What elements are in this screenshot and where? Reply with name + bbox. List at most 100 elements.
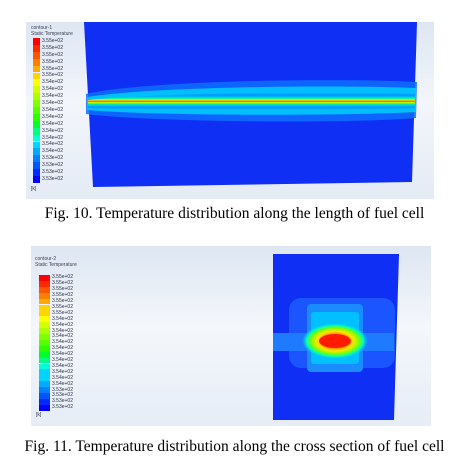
legend-value-label: 3.55e+02: [52, 292, 73, 299]
legend-value-label: 3.54e+02: [52, 368, 73, 375]
legend-entry: 3.54e+02: [33, 141, 63, 149]
legend-value-label: 3.55e+02: [42, 58, 63, 65]
legend-value-label: 3.54e+02: [52, 345, 73, 352]
legend-swatch: [33, 134, 40, 142]
legend-entry: 3.54e+02: [39, 328, 73, 334]
legend-entry: 3.54e+02: [39, 346, 73, 352]
legend-value-label: 3.54e+02: [52, 327, 73, 334]
legend-swatch: [33, 58, 40, 66]
legend-value-label: 3.54e+02: [42, 120, 63, 127]
legend-entry: 3.54e+02: [33, 79, 63, 87]
legend-swatch: [39, 393, 50, 399]
legend-entry: 3.55e+02: [33, 44, 63, 52]
legend-entry: 3.53e+02: [39, 387, 73, 393]
legend-swatch: [39, 404, 50, 411]
legend-swatch: [33, 120, 40, 128]
legend-swatch: [33, 127, 40, 135]
legend-value-label: 3.54e+02: [42, 79, 63, 86]
legend-swatch: [39, 328, 50, 334]
figure-10-contour-panel: contour-1 Static Temperature 3.55e+02 3.5…: [26, 22, 434, 199]
legend-entry: 3.55e+02: [33, 72, 63, 80]
legend-swatch: [33, 100, 40, 107]
figure-11-legend-title-contour: contour-2: [35, 256, 57, 262]
legend-value-label: 3.55e+02: [52, 309, 73, 316]
figure-10-hot-band: [88, 92, 415, 110]
legend-swatch: [39, 292, 50, 299]
legend-value-label: 3.53e+02: [42, 162, 63, 169]
legend-swatch: [33, 51, 40, 59]
legend-entry: 3.55e+02: [33, 65, 63, 73]
legend-value-label: 3.55e+02: [42, 51, 63, 58]
legend-value-label: 3.53e+02: [42, 169, 63, 176]
legend-entry: 3.54e+02: [39, 340, 73, 346]
legend-swatch: [39, 351, 50, 358]
legend-swatch: [39, 322, 50, 329]
legend-swatch: [33, 113, 40, 121]
figure-10-fuel-cell-contour: [84, 22, 417, 187]
legend-entry: 3.55e+02: [33, 38, 63, 45]
legend-swatch: [33, 176, 40, 183]
legend-value-label: 3.54e+02: [52, 374, 73, 381]
legend-value-label: 3.54e+02: [52, 351, 73, 358]
figure-10-unit-tag: [k]: [31, 186, 37, 192]
legend-entry: 3.54e+02: [33, 120, 63, 128]
legend-swatch: [39, 304, 50, 311]
figure-11-caption: Fig. 11. Temperature distribution along …: [24, 438, 445, 455]
legend-swatch: [33, 169, 40, 176]
legend-value-label: 3.54e+02: [52, 315, 73, 322]
legend-swatch: [33, 107, 40, 114]
legend-value-label: 3.53e+02: [52, 392, 73, 399]
legend-swatch: [33, 79, 40, 87]
legend-value-label: 3.54e+02: [52, 339, 73, 346]
legend-value-label: 3.54e+02: [52, 362, 73, 369]
legend-entry: 3.55e+02: [33, 51, 63, 59]
legend-entry: 3.54e+02: [39, 321, 73, 329]
legend-entry: 3.54e+02: [39, 358, 73, 364]
legend-swatch: [39, 334, 50, 340]
legend-swatch: [39, 275, 50, 281]
legend-value-label: 3.54e+02: [42, 148, 63, 155]
legend-entry: 3.54e+02: [39, 381, 73, 388]
legend-value-label: 3.54e+02: [42, 113, 63, 120]
legend-swatch: [33, 155, 40, 163]
legend-swatch: [39, 310, 50, 317]
figure-11-unit-tag: [k]: [36, 412, 42, 418]
legend-entry: 3.54e+02: [33, 127, 63, 135]
legend-entry: 3.54e+02: [33, 134, 63, 142]
legend-value-label: 3.54e+02: [52, 333, 73, 340]
legend-swatch: [39, 398, 50, 405]
legend-entry: 3.54e+02: [39, 315, 73, 323]
legend-value-label: 3.53e+02: [42, 175, 63, 182]
legend-entry: 3.55e+02: [39, 287, 73, 293]
legend-swatch: [33, 44, 40, 52]
figure-10-legend-title-variable: Static Temperature: [31, 30, 73, 37]
legend-swatch: [33, 72, 40, 80]
legend-swatch: [39, 339, 50, 346]
legend-entry: 3.55e+02: [39, 304, 73, 311]
legend-value-label: 3.55e+02: [52, 286, 73, 293]
legend-swatch: [39, 298, 50, 305]
legend-entry: 3.54e+02: [33, 113, 63, 121]
legend-swatch: [33, 38, 40, 45]
legend-entry: 3.53e+02: [39, 405, 73, 411]
legend-swatch: [33, 93, 40, 101]
legend-value-label: 3.54e+02: [42, 100, 63, 107]
legend-entry: 3.55e+02: [39, 299, 73, 305]
legend-value-label: 3.53e+02: [52, 398, 73, 405]
legend-swatch: [39, 280, 50, 287]
legend-value-label: 3.53e+02: [52, 404, 73, 411]
legend-swatch: [39, 381, 50, 388]
legend-entry: 3.54e+02: [39, 362, 73, 370]
legend-value-label: 3.55e+02: [42, 72, 63, 79]
figure-11-cross-section-contour: [273, 254, 399, 420]
legend-entry: 3.54e+02: [39, 374, 73, 382]
figure-10-caption: Fig. 10. Temperature distribution along …: [44, 205, 425, 222]
figure-11-legend: contour-2 Static Temperature 3.55e+02 3.5…: [35, 256, 115, 422]
legend-swatch: [39, 345, 50, 352]
legend-swatch: [39, 357, 50, 364]
legend-entry: 3.55e+02: [39, 309, 73, 317]
legend-value-label: 3.54e+02: [52, 321, 73, 328]
legend-swatch: [33, 162, 40, 170]
legend-value-label: 3.54e+02: [42, 134, 63, 141]
legend-entry: 3.54e+02: [39, 352, 73, 358]
